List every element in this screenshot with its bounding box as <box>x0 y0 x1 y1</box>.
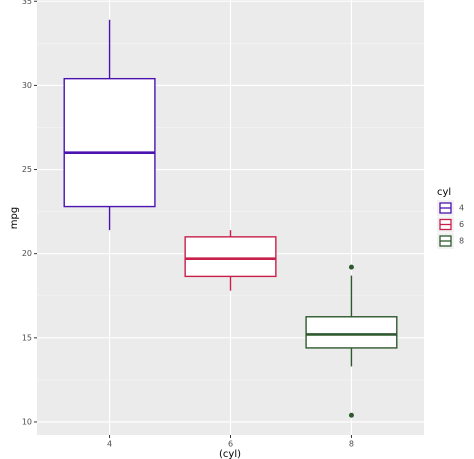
box <box>305 316 398 349</box>
y-tick-label: 20 <box>22 249 32 258</box>
x-tick-label: 4 <box>107 440 112 449</box>
outlier <box>348 412 354 418</box>
y-tick-label: 35 <box>22 0 32 6</box>
y-axis-label: mpg <box>9 207 20 229</box>
legend-label: 4 <box>459 204 464 213</box>
legend-title: cyl <box>437 187 451 198</box>
legend-label: 6 <box>459 220 464 229</box>
outlier <box>348 264 354 270</box>
x-axis-label: (cyl) <box>219 449 241 459</box>
x-tick-label: 8 <box>349 440 354 449</box>
y-tick-label: 25 <box>22 165 32 174</box>
box <box>184 236 277 278</box>
y-tick-label: 30 <box>22 81 32 90</box>
y-tick-label: 15 <box>22 333 32 342</box>
legend-label: 8 <box>459 237 464 246</box>
box <box>63 77 156 208</box>
x-tick-label: 6 <box>228 440 233 449</box>
y-tick-label: 10 <box>22 417 32 426</box>
